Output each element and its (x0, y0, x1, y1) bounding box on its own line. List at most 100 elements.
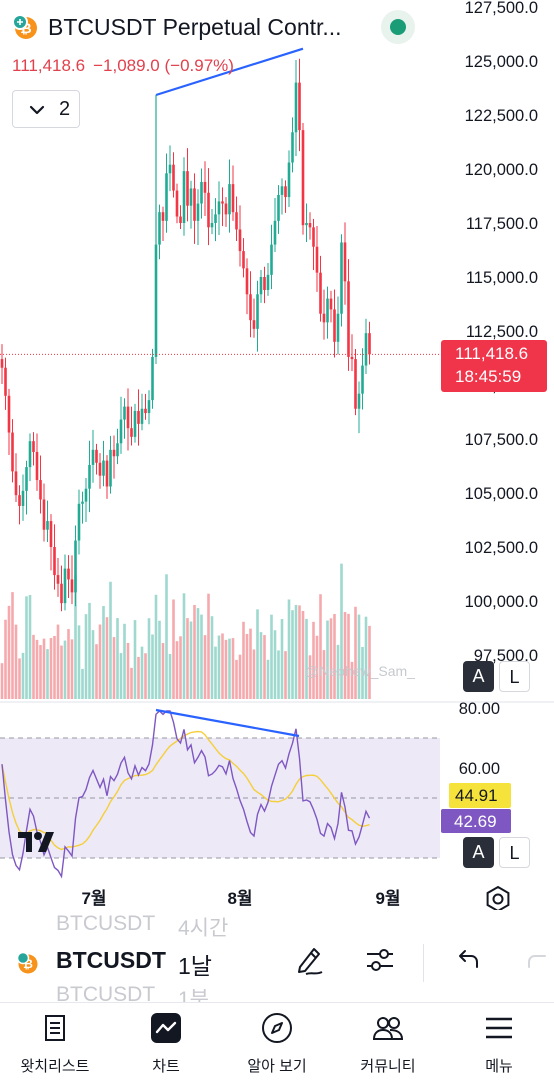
candle-body (7, 395, 11, 433)
nav-watchlist[interactable]: 왓치리스트 (0, 1003, 110, 1080)
candle-body (63, 568, 67, 604)
candle-body (154, 244, 158, 357)
market-status-indicator[interactable] (381, 10, 415, 44)
volume-bar (336, 644, 340, 699)
candle-body (53, 547, 56, 576)
volume-bar (350, 661, 354, 699)
candle-body (74, 540, 77, 593)
volume-bar (256, 609, 259, 699)
volume-bar (319, 594, 322, 699)
candle-body (242, 251, 245, 269)
volume-bar (182, 593, 186, 699)
bitcoin-icon: ₿ (16, 952, 38, 974)
candle-body (196, 203, 200, 221)
svg-text:₿: ₿ (23, 957, 33, 971)
candle-body (259, 277, 263, 295)
rsi-ma-line (1, 730, 370, 851)
indicators-icon[interactable] (363, 943, 397, 977)
volume-bar (284, 651, 287, 699)
candle-body (130, 428, 133, 437)
time-axis-label: 8월 (227, 889, 252, 908)
undo-icon[interactable] (451, 943, 485, 977)
price-axis-label: 102,500.0 (465, 539, 538, 557)
candle-body (4, 367, 7, 396)
nav-menu[interactable]: 메뉴 (444, 1003, 554, 1080)
volume-bar (60, 645, 63, 699)
candle-body (112, 449, 116, 457)
volume-bar (14, 624, 18, 699)
candle-body (182, 171, 186, 223)
log-scale-button-price[interactable]: L (499, 661, 530, 692)
rsi-value: 42.69 (454, 812, 497, 831)
candle-body (364, 333, 368, 366)
volume-bar (158, 620, 161, 699)
candle-body (105, 460, 109, 487)
symbol-selector[interactable]: BTCUSDT (56, 947, 166, 973)
volume-bar (18, 658, 21, 699)
volume-bar (252, 649, 256, 699)
candle-body (189, 188, 193, 206)
volume-bar (109, 581, 112, 699)
volume-bar (77, 625, 81, 699)
volume-bar (361, 646, 364, 699)
candle-body (266, 274, 270, 290)
price-chart[interactable]: 127,500.0 125,000.0 122,500.0 120,000.0 117,… (0, 0, 554, 910)
candle-body (186, 171, 189, 206)
nav-community[interactable]: 커뮤니티 (333, 1003, 443, 1080)
nav-explore[interactable]: 알아 보기 (222, 1003, 332, 1080)
candle-body (165, 173, 168, 221)
volume-bar (242, 621, 245, 699)
volume-bar (326, 620, 329, 699)
symbol-title[interactable]: BTCUSDT Perpetual Contr... (48, 14, 342, 40)
candle-body (126, 406, 130, 429)
candle-body (140, 408, 144, 424)
indicator-collapse-button[interactable]: 2 (12, 90, 80, 128)
volume-bar (105, 617, 109, 699)
redo-icon[interactable] (521, 943, 554, 977)
candle-body (18, 495, 21, 506)
candle-body (312, 227, 315, 247)
candle-body (308, 223, 312, 228)
auto-scale-button-rsi[interactable]: A (463, 837, 494, 868)
nav-chart[interactable]: 차트 (111, 1003, 221, 1080)
volume-bar (308, 655, 312, 699)
last-price-tag-value: 111,418.6 (455, 344, 529, 363)
volume-bar (343, 612, 347, 699)
candle-body (315, 246, 319, 273)
rsi-ma-value: 44.91 (455, 786, 498, 805)
candle-body (224, 203, 228, 215)
price-axis-label: 97,500.0 (474, 647, 538, 665)
price-axis-label: 120,000.0 (465, 161, 538, 179)
candle-body (21, 490, 25, 506)
interval-selector[interactable]: 1날 (178, 953, 212, 979)
volume-bar (224, 639, 228, 699)
candle-body (0, 359, 4, 368)
rsi-ma-tag: 44.91 (449, 783, 511, 808)
candle-body (84, 488, 88, 502)
candle-body (322, 313, 326, 323)
volume-bar (189, 621, 193, 699)
candle-body (270, 244, 273, 275)
candle-body (88, 464, 91, 489)
candle-body (25, 467, 28, 491)
candle-body (77, 503, 81, 541)
volume-bar (298, 605, 301, 699)
candle-body (56, 575, 60, 584)
candle-body (298, 82, 301, 131)
drawing-tools-icon[interactable] (292, 943, 326, 977)
volume-bar (32, 634, 35, 699)
volume-bar (291, 610, 294, 699)
auto-scale-button-price[interactable]: A (463, 661, 494, 692)
candle-body (144, 408, 147, 414)
log-scale-button-rsi[interactable]: L (499, 837, 530, 868)
volume-bars (0, 563, 371, 699)
candle-body (256, 294, 259, 329)
menu-icon (486, 1017, 512, 1039)
volume-bar (84, 614, 88, 699)
price-axis-label: 105,000.0 (465, 485, 538, 503)
candle-body (350, 356, 354, 360)
candle-body (203, 181, 207, 193)
volume-bar (28, 594, 32, 699)
volume-bar (126, 642, 130, 699)
candle-body (133, 410, 137, 437)
